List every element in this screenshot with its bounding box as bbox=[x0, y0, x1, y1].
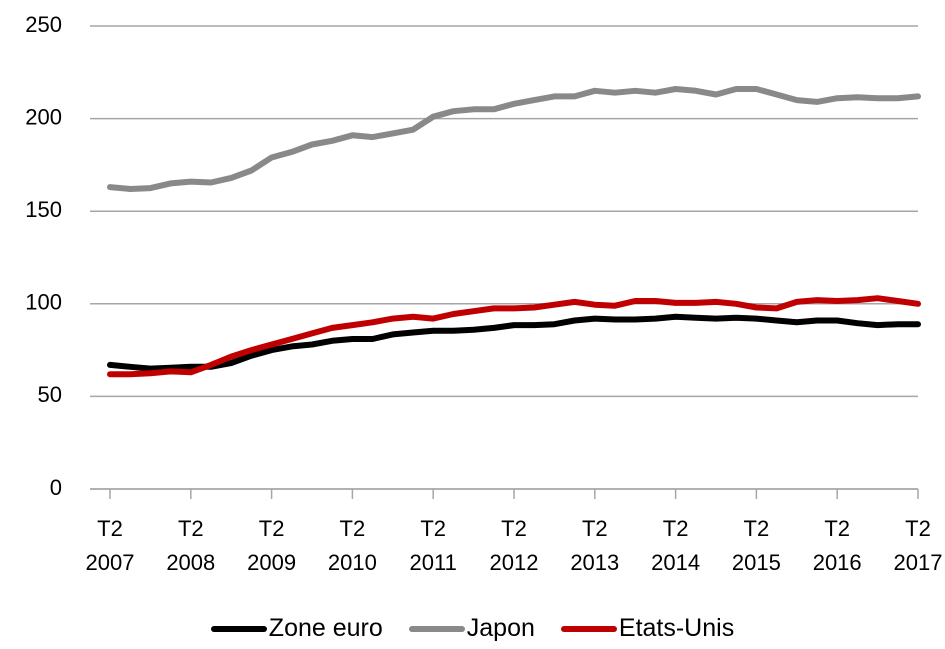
series-line bbox=[107, 86, 921, 192]
y-tick-label: 50 bbox=[38, 382, 62, 407]
x-tick-label: T2 2011 bbox=[409, 516, 457, 575]
x-tick-label: T2 2007 bbox=[85, 516, 135, 575]
x-tick-label: T2 2010 bbox=[327, 516, 377, 575]
legend-swatch bbox=[210, 625, 267, 632]
legend-label: Zone euro bbox=[268, 614, 383, 642]
x-tick-label: T2 2016 bbox=[812, 516, 862, 575]
legend-item: Zone euro bbox=[210, 614, 383, 643]
series-line bbox=[107, 313, 921, 372]
y-tick-label: 200 bbox=[25, 104, 62, 129]
legend-swatch bbox=[408, 625, 465, 632]
legend-item: Japon bbox=[408, 614, 535, 643]
x-tick-label: T2 2014 bbox=[651, 516, 701, 575]
legend-swatch bbox=[560, 625, 617, 632]
legend: Zone euro Japon Etats-Unis bbox=[0, 614, 945, 643]
legend-label: Etats-Unis bbox=[618, 614, 735, 642]
x-tick-label: T2 2017 bbox=[893, 516, 943, 575]
series-line bbox=[107, 295, 921, 378]
x-tick-label: T2 2015 bbox=[731, 516, 781, 575]
y-tick-label: 150 bbox=[25, 197, 62, 222]
legend-item: Etats-Unis bbox=[560, 614, 735, 643]
legend-label: Japon bbox=[466, 614, 535, 642]
x-tick-label: T2 2009 bbox=[247, 516, 297, 575]
y-tick-label: 250 bbox=[25, 12, 62, 37]
x-tick-label: T2 2008 bbox=[166, 516, 216, 575]
y-tick-label: 0 bbox=[50, 475, 62, 500]
y-tick-label: 100 bbox=[25, 290, 62, 315]
x-tick-label: T2 2013 bbox=[570, 516, 620, 575]
x-tick-label: T2 2012 bbox=[489, 516, 539, 575]
